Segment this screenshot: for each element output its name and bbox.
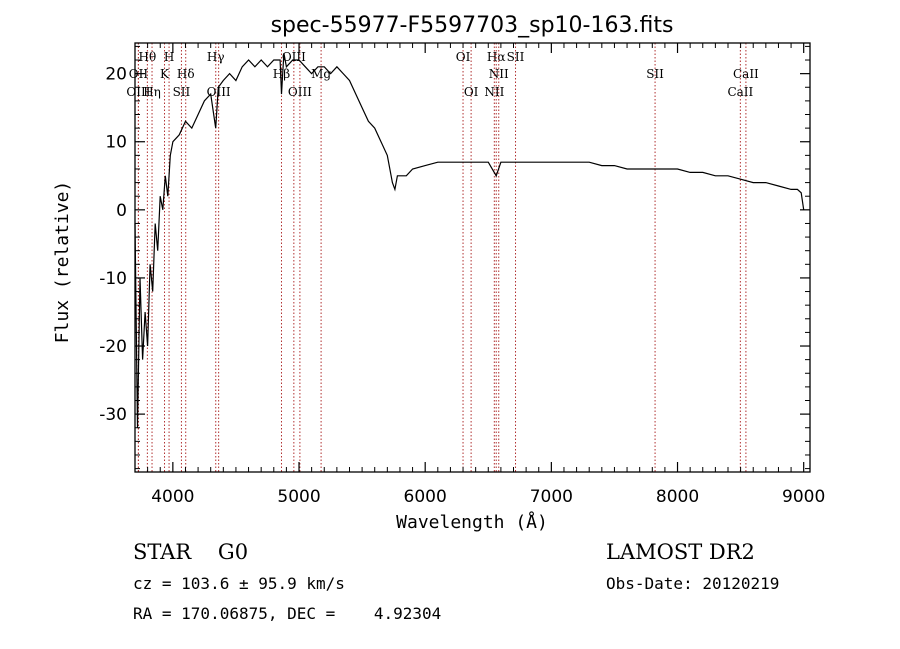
chart-title: spec-55977-F5597703_sp10-163.fits — [271, 13, 674, 38]
y-tick-label--20: -20 — [99, 337, 127, 357]
x-tick-label-5000: 5000 — [277, 487, 320, 507]
marker-label-5: Hα — [487, 50, 506, 64]
marker-label-16: Hη — [143, 85, 161, 99]
flux-series-line — [134, 53, 805, 428]
marker-label-15: OIII — [126, 85, 150, 99]
plot-frame — [134, 42, 811, 473]
marker-label-1: H — [164, 50, 174, 64]
y-axis-ticks: -30 -20 -10 0 10 20 — [99, 45, 810, 470]
y-tick-label-20: 20 — [105, 65, 127, 85]
y-tick-label-10: 10 — [105, 133, 127, 153]
x-tick-label-4000: 4000 — [151, 487, 194, 507]
y-tick-label-0: 0 — [116, 201, 127, 221]
x-tick-label-8000: 8000 — [656, 487, 699, 507]
marker-label-17: SII — [173, 85, 191, 99]
y-tick-label--30: -30 — [99, 405, 127, 425]
marker-label-4: OI — [456, 50, 471, 64]
x-axis-ticks: 4000 5000 6000 7000 8000 9000 — [147, 43, 825, 507]
x-tick-label-9000: 9000 — [782, 487, 825, 507]
marker-label-21: NII — [484, 85, 504, 99]
marker-label-13: SII — [646, 67, 664, 81]
redshift-cz: cz = 103.6 ± 95.9 km/s — [133, 574, 345, 593]
x-tick-label-7000: 7000 — [530, 487, 573, 507]
marker-label-14: CaII — [733, 67, 759, 81]
marker-label-22: CaII — [727, 85, 753, 99]
marker-label-12: NII — [489, 67, 509, 81]
marker-label-0: Hθ — [139, 50, 157, 64]
line-markers: HθHHγOIIIOIHαSIIOIIKHδHβMgNIISIICaIIOIII… — [126, 43, 759, 472]
coordinates: RA = 170.06875, DEC = 4.92304 — [133, 604, 442, 623]
marker-label-2: Hγ — [207, 50, 225, 64]
marker-label-8: K — [160, 67, 170, 81]
marker-label-6: SII — [507, 50, 525, 64]
y-axis-label: Flux (relative) — [52, 181, 73, 344]
marker-label-18: OIII — [207, 85, 231, 99]
obs-date: Obs-Date: 20120219 — [606, 574, 780, 593]
y-tick-label--10: -10 — [99, 269, 127, 289]
survey-name: LAMOST DR2 — [606, 540, 755, 564]
object-class: STAR G0 — [133, 540, 249, 564]
marker-label-20: OI — [464, 85, 479, 99]
marker-label-11: Mg — [311, 67, 331, 81]
x-tick-label-6000: 6000 — [404, 487, 447, 507]
marker-label-10: Hβ — [273, 67, 290, 81]
x-axis-label: Wavelength (Å) — [396, 511, 548, 533]
marker-label-19: OIII — [288, 85, 312, 99]
marker-label-9: Hδ — [177, 67, 195, 81]
